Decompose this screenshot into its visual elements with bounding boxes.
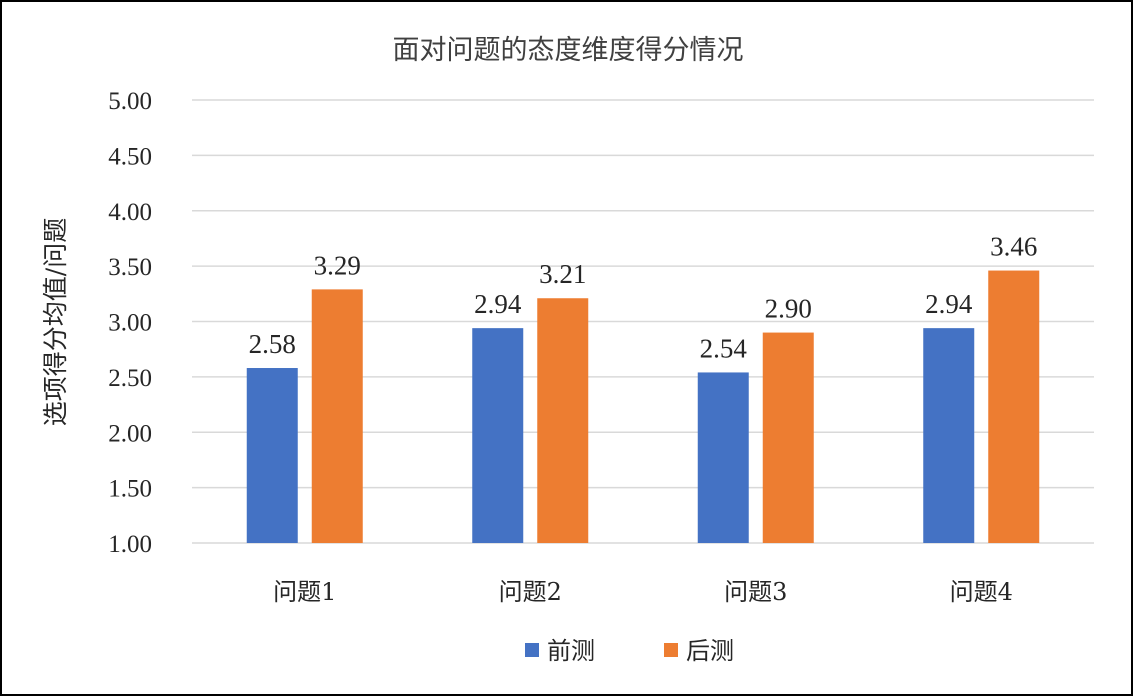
- data-labels: 2.58 3.29 2.94 3.21 2.54 2.90 2.94 3.46: [249, 232, 1038, 364]
- y-tick-label: 2.00: [108, 420, 152, 447]
- bar: [698, 372, 749, 543]
- data-label: 3.29: [314, 250, 361, 280]
- bar: [312, 289, 363, 543]
- x-tick-label: 问题3: [724, 578, 787, 606]
- data-label: 2.58: [249, 329, 296, 359]
- bar: [472, 328, 523, 543]
- data-label: 2.94: [474, 289, 522, 319]
- legend: 前测 后测: [525, 637, 734, 665]
- y-tick-label: 1.50: [108, 476, 152, 503]
- y-tick-label: 5.00: [108, 88, 152, 115]
- data-label: 3.21: [539, 259, 586, 289]
- data-label: 2.54: [700, 333, 748, 363]
- data-label: 2.94: [925, 289, 973, 319]
- bar: [988, 271, 1039, 543]
- y-axis-label: 选项得分均值/问题: [41, 218, 70, 426]
- y-tick-label: 4.50: [108, 143, 152, 170]
- y-tick-label: 3.00: [108, 310, 152, 337]
- legend-swatch: [525, 643, 539, 657]
- bar: [763, 333, 814, 543]
- bar: [537, 298, 588, 543]
- y-tick-label: 3.50: [108, 254, 152, 281]
- data-label: 3.46: [990, 232, 1037, 262]
- data-label: 2.90: [765, 294, 812, 324]
- y-tick-label: 2.50: [108, 365, 152, 392]
- y-tick-label: 1.00: [108, 531, 152, 558]
- bars: [247, 271, 1040, 543]
- legend-swatch: [664, 643, 678, 657]
- y-tick-label: 4.00: [108, 199, 152, 226]
- bar: [923, 328, 974, 543]
- x-tick-label: 问题2: [499, 578, 562, 606]
- x-tick-label: 问题1: [273, 578, 336, 606]
- legend-label: 前测: [547, 637, 595, 665]
- y-axis-ticks: 1.00 1.50 2.00 2.50 3.00 3.50 4.00 4.50 5.00: [108, 88, 152, 558]
- chart-title: 面对问题的态度维度得分情况: [393, 35, 744, 66]
- x-tick-label: 问题4: [950, 578, 1013, 606]
- x-axis-ticks: 问题1 问题2 问题3 问题4: [273, 578, 1013, 606]
- legend-label: 后测: [686, 637, 734, 665]
- bar: [247, 368, 298, 543]
